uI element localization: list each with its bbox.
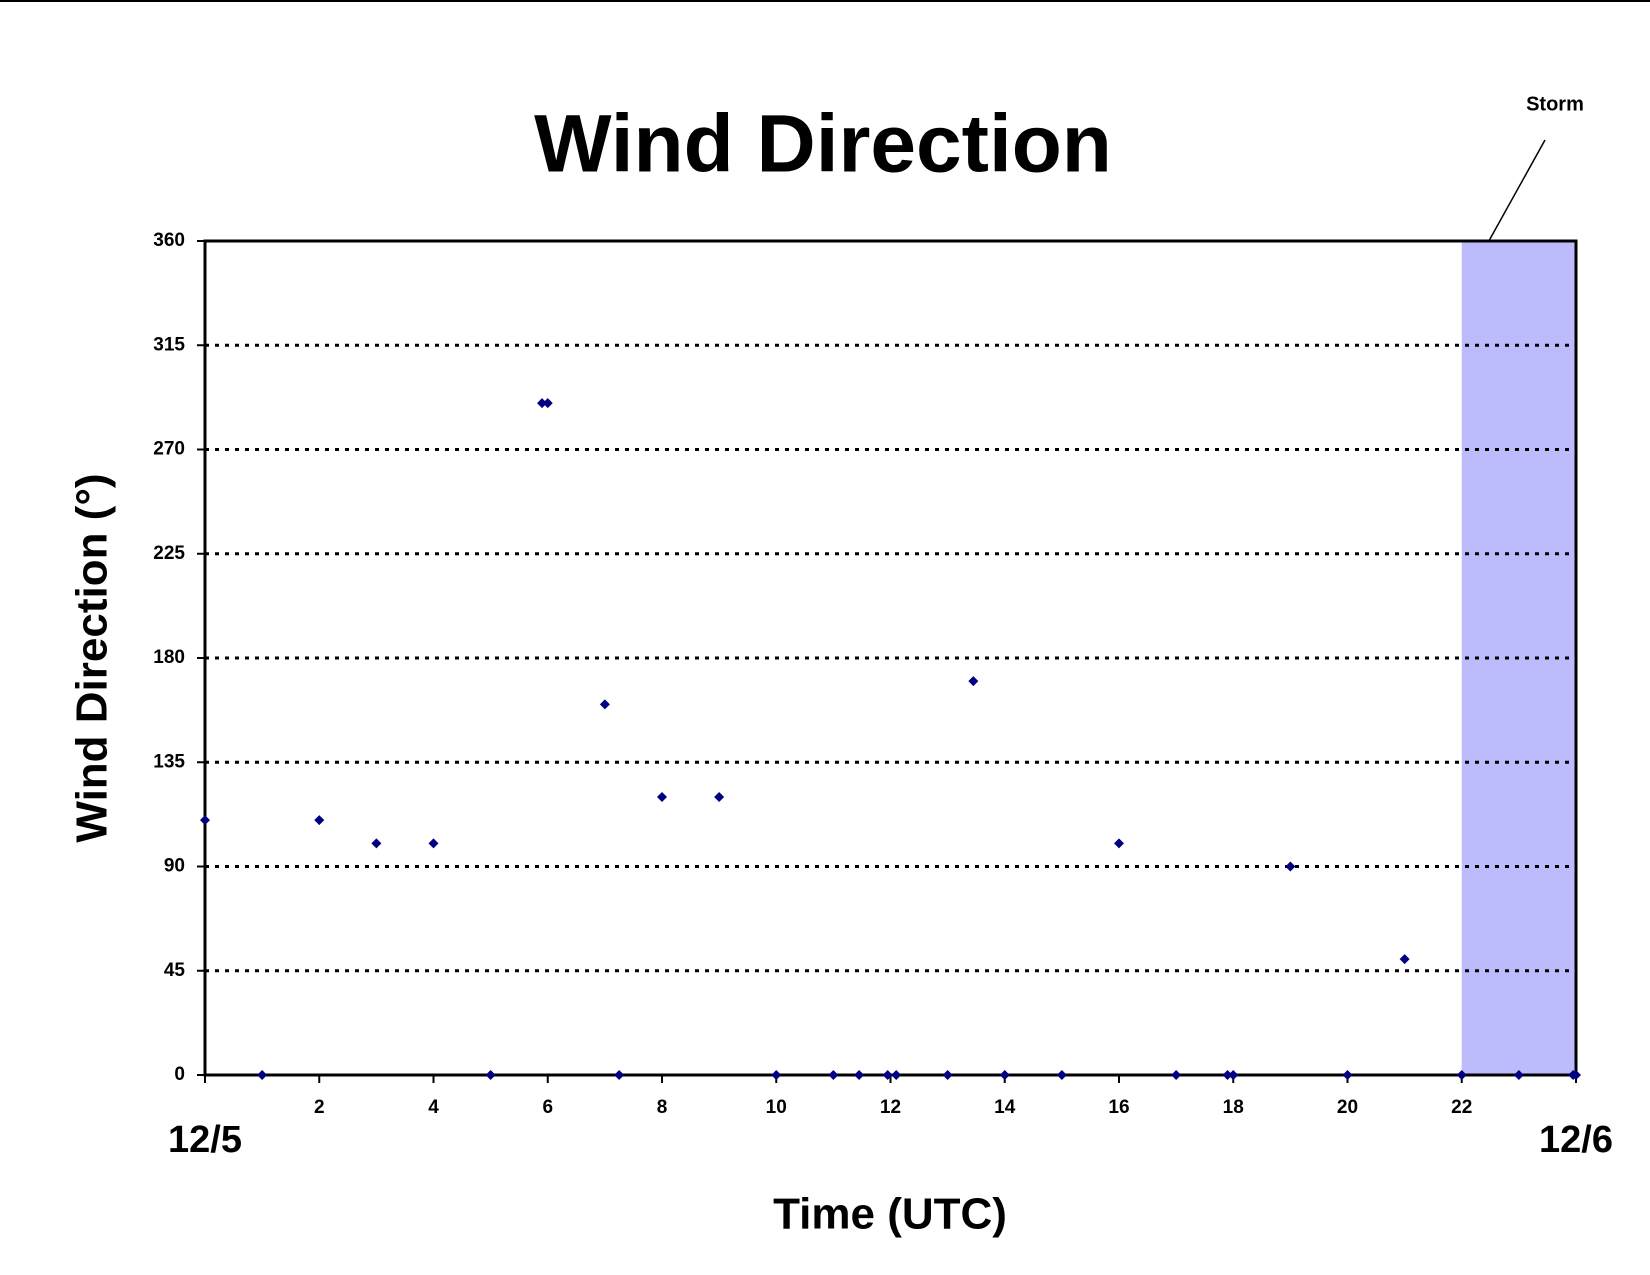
point: [854, 1070, 865, 1080]
y-tick-label: 0: [174, 1064, 185, 1085]
point: [1342, 1070, 1353, 1080]
point: [828, 1070, 839, 1080]
point: [1228, 1070, 1239, 1080]
x-tick-label: 14: [994, 1097, 1016, 1118]
x-tick-label: 22: [1451, 1097, 1472, 1118]
x-date-label: 12/5: [168, 1119, 242, 1161]
y-tick-label: 360: [153, 230, 185, 251]
y-tick-label: 225: [153, 543, 185, 564]
point: [1171, 1070, 1182, 1080]
point: [371, 838, 382, 849]
chart-title: Wind Direction: [534, 99, 1112, 190]
point: [1571, 1070, 1581, 1080]
y-tick-label: 90: [164, 856, 185, 877]
point: [200, 815, 210, 826]
point: [1513, 1070, 1524, 1080]
point: [542, 398, 553, 409]
y-tick-label: 315: [153, 334, 185, 355]
point: [882, 1070, 893, 1080]
storm-pointer: [1488, 139, 1546, 242]
x-date-label: 12/6: [1539, 1119, 1613, 1161]
storm-label: Storm: [1526, 93, 1584, 115]
point: [1285, 861, 1296, 872]
point: [891, 1070, 902, 1080]
point: [968, 676, 979, 687]
point: [1222, 1070, 1233, 1080]
point: [314, 815, 325, 826]
point: [942, 1070, 953, 1080]
point: [485, 1070, 496, 1080]
x-tick-label: 2: [314, 1097, 325, 1118]
point: [1056, 1070, 1067, 1080]
y-tick-label: 270: [153, 439, 185, 460]
x-tick-label: 12: [880, 1097, 901, 1118]
x-axis-label: Time (UTC): [773, 1190, 1007, 1239]
point: [999, 1070, 1010, 1080]
point: [614, 1070, 625, 1080]
y-axis-label: Wind Direction (°): [68, 473, 117, 842]
x-tick-label: 4: [428, 1097, 439, 1118]
point: [657, 792, 667, 802]
x-tick-label: 6: [542, 1097, 553, 1118]
point: [1399, 954, 1410, 965]
y-tick-label: 180: [153, 647, 185, 668]
point: [714, 792, 725, 802]
y-tick-label: 135: [153, 751, 185, 772]
x-tick-label: 10: [766, 1097, 787, 1118]
y-tick-label: 45: [164, 960, 186, 981]
point: [599, 699, 610, 710]
x-tick-label: 20: [1337, 1097, 1358, 1118]
point: [257, 1070, 268, 1080]
point: [771, 1070, 782, 1080]
x-tick-label: 8: [657, 1097, 668, 1118]
point: [537, 398, 548, 409]
point: [1456, 1070, 1467, 1080]
plot-frame: [203, 239, 1578, 1077]
point: [428, 838, 439, 849]
x-tick-label: 16: [1108, 1097, 1129, 1118]
x-tick-label: 18: [1223, 1097, 1244, 1118]
point: [1114, 838, 1124, 849]
